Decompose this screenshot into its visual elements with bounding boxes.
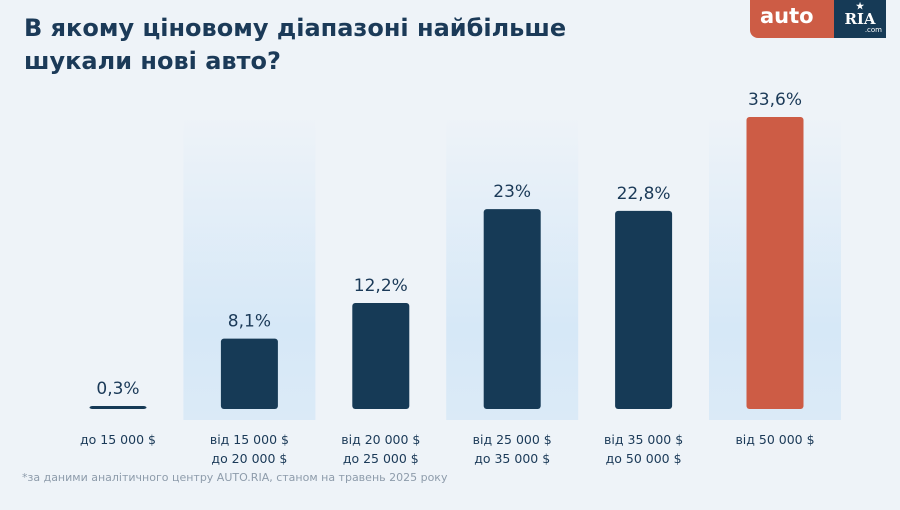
data-label: 0,3% — [96, 379, 139, 399]
star-icon: ★ — [855, 2, 865, 12]
data-label: 33,6% — [748, 90, 802, 110]
category-label: до 50 000 $ — [606, 451, 682, 466]
bar — [615, 210, 673, 409]
category-label: від 50 000 $ — [735, 432, 814, 447]
category-label: від 35 000 $ — [604, 432, 683, 447]
category-label: від 15 000 $ — [210, 432, 289, 447]
data-label: 12,2% — [354, 276, 408, 296]
category-label: до 15 000 $ — [80, 432, 156, 447]
bar — [220, 338, 278, 409]
category-label: від 25 000 $ — [473, 432, 552, 447]
data-label: 8,1% — [228, 312, 271, 332]
data-label: 22,8% — [617, 184, 671, 204]
category-label: до 25 000 $ — [343, 451, 419, 466]
chart-title: В якому ціновому діапазоні найбільше шук… — [24, 14, 567, 75]
bar-chart: 0,3% до 15 000 $ 8,1% від 15 000 $ до 20 000… — [80, 90, 841, 466]
bar — [352, 302, 410, 409]
data-label: 23% — [493, 182, 531, 202]
logo-auto: auto — [750, 0, 834, 38]
bar — [89, 406, 147, 409]
category-label: до 20 000 $ — [211, 451, 287, 466]
footnote: *за даними аналітичного центру AUTO.RIA,… — [22, 471, 448, 484]
logo-com-text: .com — [864, 26, 882, 34]
category-label: до 35 000 $ — [474, 451, 550, 466]
bar — [746, 117, 804, 409]
logo-ria-text: RIA — [844, 10, 876, 28]
autoria-logo: auto ★ RIA .com — [750, 0, 886, 38]
logo-ria: ★ RIA .com — [834, 0, 886, 38]
category-label: від 20 000 $ — [341, 432, 420, 447]
bar — [483, 209, 541, 409]
